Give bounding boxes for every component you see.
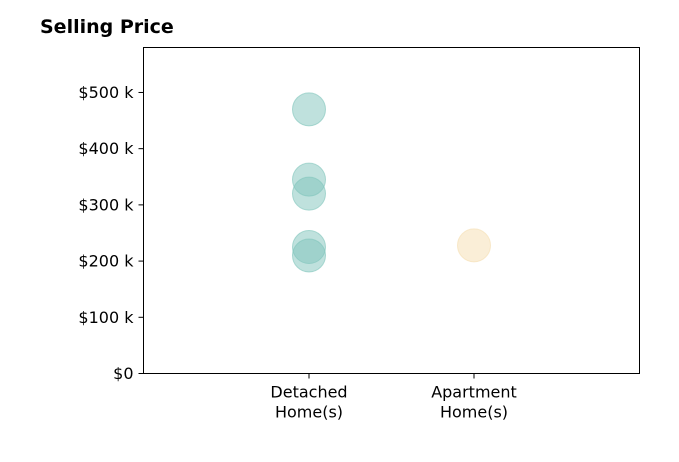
y-tick-label: $400 k xyxy=(78,139,134,158)
x-tick-label: Apartment Home(s) xyxy=(431,383,517,422)
data-points xyxy=(292,92,491,273)
y-tick-label: $500 k xyxy=(78,83,134,102)
plot-area xyxy=(143,47,640,374)
data-point xyxy=(292,92,326,127)
y-tick-label: $100 k xyxy=(78,308,134,327)
y-tick-label: $200 k xyxy=(78,252,134,271)
data-point xyxy=(457,228,491,263)
y-axis: $0 $100 k $200 k $300 k $400 k $500 k xyxy=(78,83,144,383)
x-axis: Detached Home(s) Apartment Home(s) xyxy=(270,373,517,422)
data-point xyxy=(292,238,326,273)
data-point xyxy=(292,176,326,211)
chart-title: Selling Price xyxy=(40,16,174,38)
y-tick-label: $0 xyxy=(113,364,133,383)
x-tick-label: Detached Home(s) xyxy=(270,383,347,422)
y-tick-label: $300 k xyxy=(78,195,134,214)
